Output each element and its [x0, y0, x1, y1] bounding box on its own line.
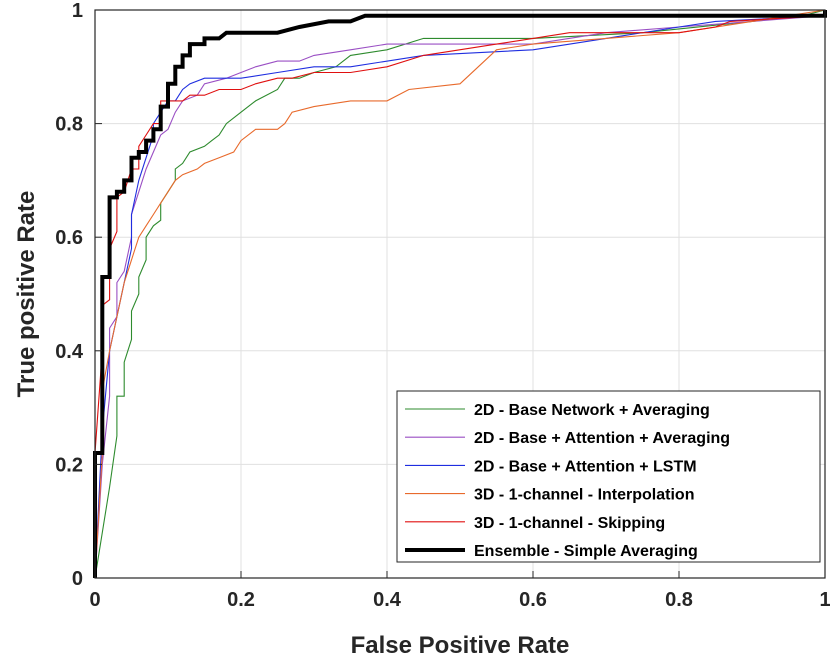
x-axis-label: False Positive Rate — [351, 632, 570, 659]
y-tick-label: 0.4 — [55, 341, 84, 363]
legend-label: 2D - Base + Attention + Averaging — [474, 430, 730, 447]
y-tick-label: 0.6 — [55, 227, 83, 249]
series-line-2d-base-network-averaging — [94, 9, 826, 579]
legend: 2D - Base Network + Averaging 2D - Base +… — [396, 390, 821, 563]
x-tick-label: 0.8 — [665, 589, 693, 611]
x-tick-label: 0.6 — [519, 589, 547, 611]
y-tick-label: 0.8 — [55, 114, 83, 136]
x-tick-label: 0.2 — [227, 589, 255, 611]
x-tick-label: 1 — [819, 589, 830, 611]
series-line-3d-1-channel-interpolation — [94, 9, 826, 579]
x-tick-label: 0 — [89, 589, 100, 611]
series-line-3d-1-channel-skipping — [94, 15, 826, 578]
x-axis-ticks: 0 0.2 0.4 0.6 0.8 1 — [89, 571, 830, 611]
y-tick-label: 1 — [72, 0, 83, 22]
legend-label: Ensemble - Simple Averaging — [474, 543, 698, 560]
y-axis-ticks: 0 0.2 0.4 0.6 0.8 1 — [55, 0, 102, 590]
legend-label: 2D - Base + Attention + LSTM — [474, 458, 697, 475]
legend-label: 2D - Base Network + Averaging — [474, 402, 710, 419]
x-tick-label: 0.4 — [373, 589, 402, 611]
legend-label: 3D - 1-channel - Interpolation — [474, 487, 694, 504]
y-tick-label: 0.2 — [55, 454, 83, 476]
legend-box — [396, 390, 821, 563]
grid — [94, 9, 826, 579]
plot-frame — [94, 9, 826, 579]
y-axis-label: True positive Rate — [13, 191, 40, 398]
series-line-ensemble-simple-averaging — [93, 10, 827, 578]
series-line-2d-base-attention-averaging — [94, 15, 826, 579]
legend-label: 3D - 1-channel - Skipping — [474, 515, 665, 532]
y-tick-label: 0 — [72, 568, 83, 590]
series-lines — [93, 9, 827, 579]
